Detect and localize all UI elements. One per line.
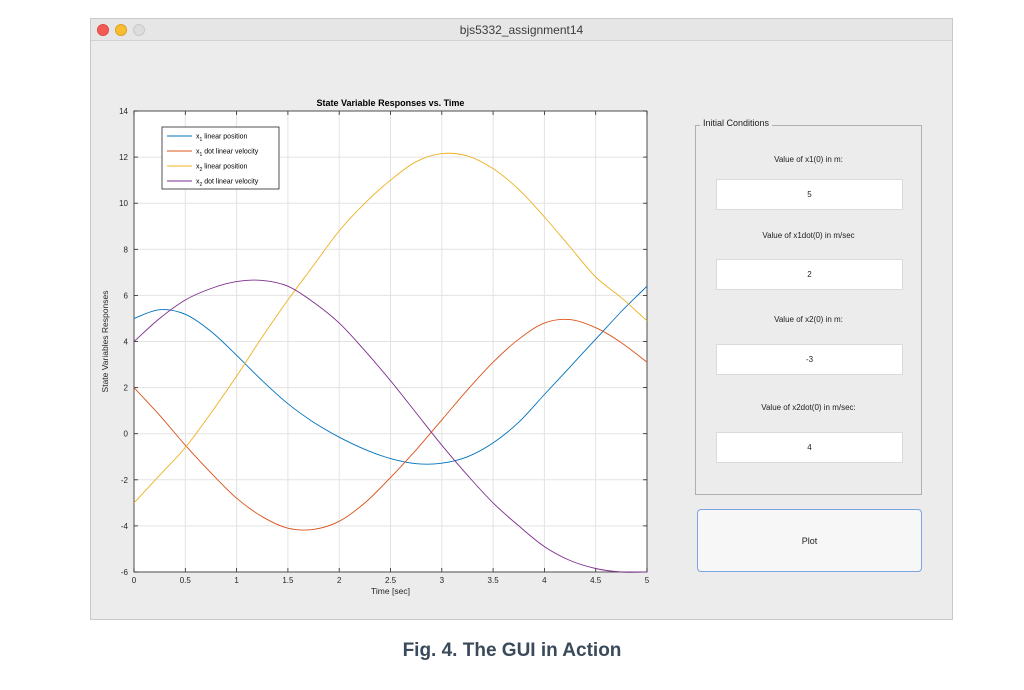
series-line bbox=[133, 318, 648, 531]
x-axis-label: Time [sec] bbox=[371, 586, 410, 596]
x-tick-label: 1.5 bbox=[282, 576, 294, 585]
plot-button[interactable]: Plot bbox=[697, 509, 922, 572]
y-tick-label: 8 bbox=[124, 245, 129, 254]
plot-axes: 0 0.5 1 1.5 2 2.5 3 3.5 4 4.5 5 -6 -4 -2 0 2 4 6 8 10 12 14 St… bbox=[100, 98, 650, 596]
x2-label: Value of x2(0) in m: bbox=[774, 315, 843, 324]
initial-conditions-panel: Initial Conditions Value of x1(0) in m: … bbox=[695, 118, 922, 495]
y-tick-label: 14 bbox=[119, 107, 128, 116]
x-tick-label: 0 bbox=[132, 576, 137, 585]
zoom-window-button[interactable] bbox=[133, 24, 145, 36]
x-tick-label: 5 bbox=[645, 576, 650, 585]
series-line bbox=[133, 285, 648, 465]
legend-box bbox=[161, 126, 280, 190]
y-tick-label: 12 bbox=[119, 153, 128, 162]
x-tick-label: 4 bbox=[542, 576, 547, 585]
x-tick-label: 3 bbox=[440, 576, 445, 585]
figure-caption: Fig. 4. The GUI in Action bbox=[402, 640, 622, 661]
legend-label: x2 linear position bbox=[196, 164, 248, 174]
x-tick-label: 2 bbox=[337, 576, 342, 585]
x2-input[interactable] bbox=[716, 344, 903, 375]
legend-label: x1 linear position bbox=[196, 134, 248, 144]
y-tick-label: 2 bbox=[124, 384, 129, 393]
legend: x1 linear position x1 dot linear velocity… bbox=[161, 126, 280, 190]
x1dot-input[interactable] bbox=[716, 259, 903, 290]
x2dot-input[interactable] bbox=[716, 432, 903, 463]
y-tick-label: -4 bbox=[121, 522, 129, 531]
y-axis-label: State Variables Responses bbox=[100, 291, 110, 393]
x-tick-label: 3.5 bbox=[488, 576, 500, 585]
y-tick-label: -2 bbox=[121, 476, 129, 485]
series-line bbox=[133, 279, 648, 573]
x-tick-label: 2.5 bbox=[385, 576, 397, 585]
minimize-window-button[interactable] bbox=[115, 24, 127, 36]
y-tick-label: 4 bbox=[124, 338, 129, 347]
legend-label: x2 dot linear velocity bbox=[196, 179, 259, 189]
close-window-button[interactable] bbox=[97, 24, 109, 36]
x-tick-label: 4.5 bbox=[590, 576, 602, 585]
app-window: bjs5332_assignment14 0 0.5 1 1.5 2 2.5 3 3.5 4 4.… bbox=[90, 18, 953, 620]
title-bar: bjs5332_assignment14 bbox=[91, 19, 952, 41]
chart-title: State Variable Responses vs. Time bbox=[317, 98, 465, 108]
series-line bbox=[133, 152, 648, 504]
y-tick-label: 0 bbox=[124, 430, 129, 439]
y-tick-label: -6 bbox=[121, 568, 129, 577]
x1dot-label: Value of x1dot(0) in m/sec bbox=[762, 231, 855, 240]
y-tick-label: 10 bbox=[119, 199, 128, 208]
x-tick-label: 0.5 bbox=[180, 576, 192, 585]
x-tick-label: 1 bbox=[234, 576, 239, 585]
legend-label: x1 dot linear velocity bbox=[196, 149, 259, 159]
x1-label: Value of x1(0) in m: bbox=[774, 155, 843, 164]
panel-title: Initial Conditions bbox=[700, 118, 773, 128]
x2dot-label: Value of x2dot(0) in m/sec: bbox=[761, 403, 856, 412]
window-title: bjs5332_assignment14 bbox=[459, 23, 584, 37]
y-tick-label: 6 bbox=[124, 291, 129, 300]
x1-input[interactable] bbox=[716, 179, 903, 210]
